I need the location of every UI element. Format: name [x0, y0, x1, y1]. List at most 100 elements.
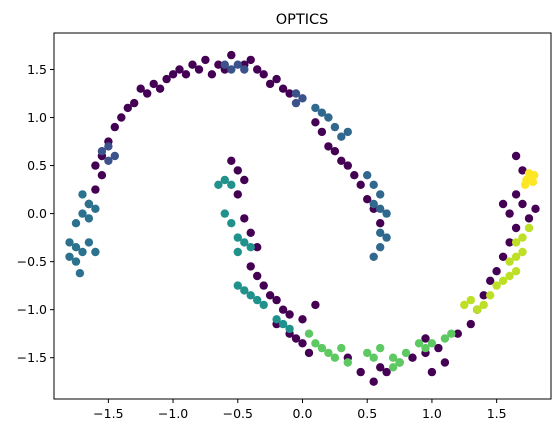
scatter-point	[149, 79, 158, 89]
x-axis: −1.5 −1.0 −0.5 0.0 0.5 1.0 1.5	[93, 399, 507, 421]
scatter-point	[84, 199, 94, 209]
scatter-point	[175, 65, 184, 74]
scatter-point	[75, 269, 85, 278]
scatter-point	[427, 367, 437, 377]
scatter-point	[214, 180, 223, 189]
x-tick-label: −1.0	[158, 406, 188, 421]
scatter-point	[97, 171, 107, 180]
scatter-point	[110, 151, 120, 161]
scatter-point	[498, 276, 508, 285]
scatter-point	[376, 219, 385, 228]
scatter-point	[259, 70, 268, 79]
scatter-point	[304, 329, 314, 338]
scatter-point	[227, 156, 236, 165]
scatter-point	[324, 113, 333, 122]
scatter-point	[530, 171, 539, 180]
scatter-point	[291, 98, 301, 108]
scatter-point	[427, 339, 437, 348]
scatter-point	[220, 209, 229, 218]
scatter-point	[388, 363, 398, 372]
scatter-point	[505, 209, 514, 218]
scatter-point	[414, 339, 424, 348]
scatter-point	[201, 55, 210, 65]
scatter-point	[369, 353, 378, 362]
scatter-point	[181, 70, 191, 79]
scatter-point	[246, 291, 255, 300]
scatter-point	[71, 243, 81, 252]
y-axis: −1.5 −1.0 −0.5 0.0 0.5 1.0 1.5	[17, 62, 54, 365]
scatter-point	[214, 60, 223, 69]
scatter-point	[91, 204, 100, 213]
scatter-point	[104, 156, 113, 165]
scatter-point	[401, 348, 411, 358]
scatter-point	[304, 348, 314, 358]
scatter-point	[246, 262, 255, 271]
scatter-point	[227, 219, 236, 228]
scatter-point	[498, 252, 508, 261]
scatter-point	[311, 103, 320, 113]
scatter-point	[233, 190, 242, 199]
scatter-point	[84, 238, 94, 247]
scatter-point	[298, 94, 307, 103]
scatter-point	[324, 348, 333, 358]
y-tick-label: 1.5	[27, 62, 47, 77]
scatter-point	[376, 243, 385, 252]
y-tick-label: 0.5	[27, 158, 47, 173]
scatter-point	[155, 84, 165, 93]
scatter-point	[356, 367, 365, 377]
scatter-point	[298, 339, 307, 348]
scatter-point	[382, 209, 391, 218]
scatter-point	[240, 238, 249, 247]
scatter-point	[97, 147, 107, 156]
scatter-point	[91, 161, 100, 170]
scatter-point	[168, 70, 178, 79]
scatter-point	[285, 89, 294, 98]
scatter-point	[511, 223, 521, 233]
scatter-point	[65, 252, 74, 261]
scatter-point	[227, 50, 236, 60]
scatter-point	[298, 315, 307, 324]
scatter-points	[65, 50, 540, 386]
scatter-point	[285, 324, 294, 334]
scatter-point	[369, 199, 378, 209]
y-tick-label: −1.0	[17, 302, 47, 317]
scatter-point	[317, 343, 327, 353]
scatter-point	[486, 276, 495, 285]
scatter-point	[84, 214, 94, 223]
scatter-point	[337, 156, 346, 165]
scatter-point	[421, 343, 430, 353]
scatter-point	[317, 108, 327, 117]
scatter-point	[492, 267, 501, 276]
scatter-point	[233, 60, 242, 69]
scatter-point	[337, 343, 346, 353]
scatter-point	[518, 166, 527, 175]
scatter-point	[453, 329, 462, 338]
scatter-point	[259, 300, 268, 310]
scatter-point	[110, 122, 120, 132]
scatter-point	[466, 319, 475, 329]
scatter-point	[78, 247, 87, 257]
scatter-point	[466, 295, 475, 305]
scatter-point	[343, 127, 352, 137]
scatter-point	[356, 180, 365, 189]
scatter-point	[220, 60, 229, 69]
scatter-point	[227, 65, 236, 74]
scatter-point	[511, 151, 521, 161]
y-tick-label: −1.5	[17, 350, 47, 365]
scatter-point	[265, 79, 275, 89]
scatter-point	[278, 84, 288, 93]
scatter-point	[408, 353, 417, 362]
x-tick-label: 0.5	[357, 406, 377, 421]
scatter-point	[104, 142, 113, 151]
scatter-point	[492, 281, 501, 290]
scatter-point	[350, 171, 359, 180]
scatter-point	[233, 166, 242, 175]
y-tick-label: 1.0	[27, 110, 47, 125]
scatter-point	[162, 74, 171, 84]
scatter-point	[246, 228, 255, 237]
scatter-point	[505, 257, 514, 266]
scatter-point	[311, 118, 320, 127]
scatter-point	[363, 348, 372, 358]
scatter-point	[272, 315, 281, 324]
